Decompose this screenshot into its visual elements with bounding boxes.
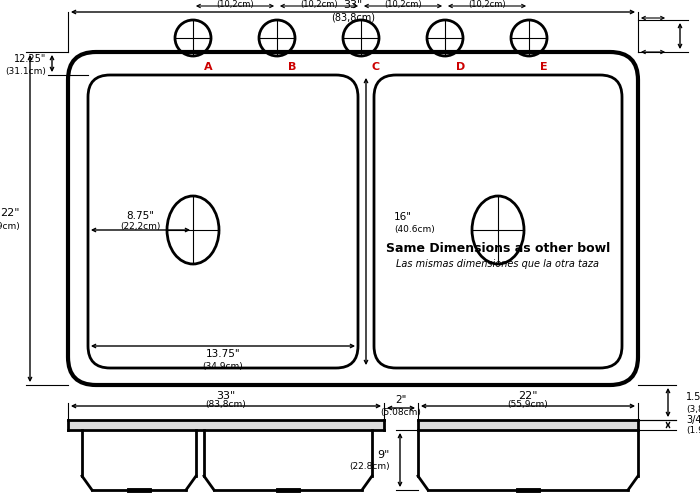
Text: D: D bbox=[456, 62, 465, 72]
Text: 8.75": 8.75" bbox=[127, 211, 155, 221]
Text: (10,2cm): (10,2cm) bbox=[468, 0, 506, 9]
Text: (55,9cm): (55,9cm) bbox=[508, 400, 548, 409]
Text: (10,2cm): (10,2cm) bbox=[300, 0, 338, 9]
Text: (10,2cm): (10,2cm) bbox=[216, 0, 254, 9]
Text: 33": 33" bbox=[216, 391, 236, 401]
FancyBboxPatch shape bbox=[374, 75, 622, 368]
Text: (22,2cm): (22,2cm) bbox=[120, 223, 161, 232]
Text: (22.8cm): (22.8cm) bbox=[349, 463, 390, 472]
Text: (83,8cm): (83,8cm) bbox=[206, 400, 246, 409]
Text: 4": 4" bbox=[482, 0, 492, 1]
Text: 22": 22" bbox=[518, 391, 538, 401]
Text: 12.25": 12.25" bbox=[13, 53, 46, 64]
Text: B: B bbox=[288, 62, 296, 72]
Text: 9": 9" bbox=[377, 450, 390, 460]
Text: 16": 16" bbox=[394, 212, 412, 222]
Text: 4": 4" bbox=[230, 0, 240, 1]
Text: (34.9cm): (34.9cm) bbox=[202, 362, 244, 371]
Text: Las mismas dimensiones que la otra taza: Las mismas dimensiones que la otra taza bbox=[396, 259, 599, 269]
Text: (3,8cm): (3,8cm) bbox=[686, 405, 700, 414]
FancyBboxPatch shape bbox=[68, 52, 638, 385]
Text: A: A bbox=[204, 62, 212, 72]
Text: 13.75": 13.75" bbox=[206, 349, 240, 359]
Text: (55,9cm): (55,9cm) bbox=[0, 222, 20, 231]
Text: (10,2cm): (10,2cm) bbox=[384, 0, 422, 9]
Text: (40.6cm): (40.6cm) bbox=[394, 225, 435, 234]
FancyBboxPatch shape bbox=[88, 75, 358, 368]
Text: Same Dimensions as other bowl: Same Dimensions as other bowl bbox=[386, 242, 610, 254]
Text: (5.08cm): (5.08cm) bbox=[381, 407, 421, 416]
Text: 33": 33" bbox=[344, 0, 363, 10]
Text: (83,8cm): (83,8cm) bbox=[331, 13, 375, 23]
Text: 3/4": 3/4" bbox=[686, 415, 700, 425]
Text: 4": 4" bbox=[314, 0, 324, 1]
Text: C: C bbox=[372, 62, 380, 72]
Text: 22": 22" bbox=[1, 208, 20, 218]
Text: 4": 4" bbox=[398, 0, 408, 1]
Text: (1.9cm): (1.9cm) bbox=[686, 426, 700, 435]
Text: 2": 2" bbox=[395, 395, 407, 405]
Text: 1.5": 1.5" bbox=[686, 392, 700, 402]
Text: (31.1cm): (31.1cm) bbox=[5, 67, 46, 76]
Text: E: E bbox=[540, 62, 547, 72]
